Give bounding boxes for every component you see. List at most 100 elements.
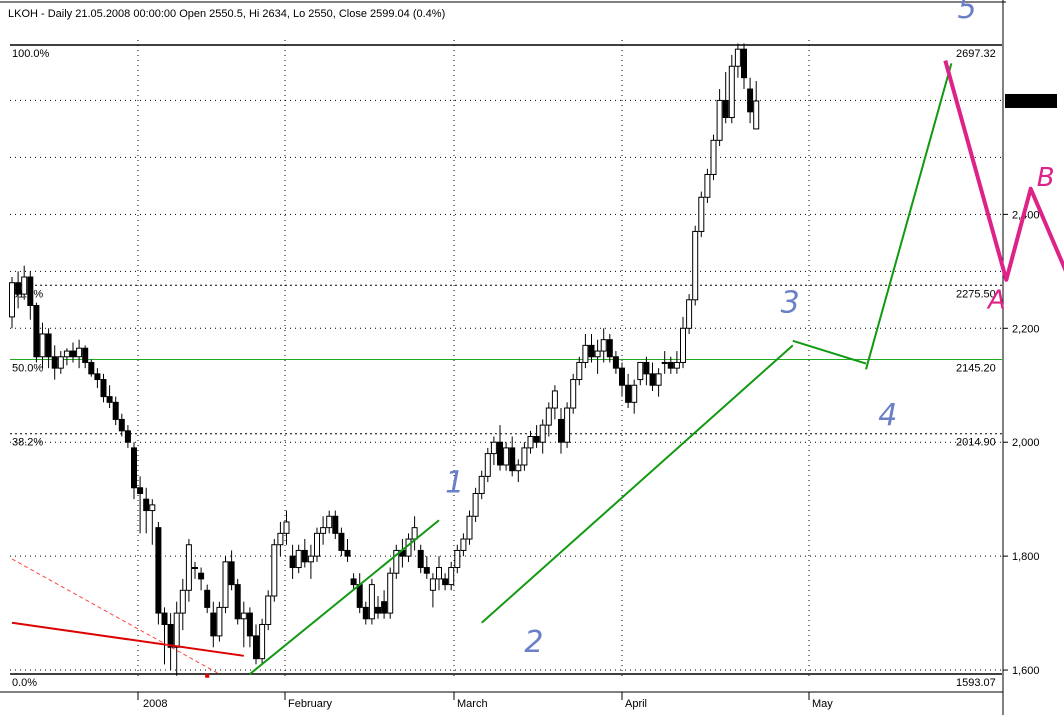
candle-body [381,601,388,614]
chart-header: LKOH - Daily 21.05.2008 00:00:00 Open 25… [8,8,445,20]
candle-body [649,373,656,386]
candle-body [82,347,89,363]
candle-body [131,447,137,489]
candle-body [460,538,467,551]
fib-value-label: 2697.32 [956,48,996,60]
low-marker [205,673,210,678]
candle-body [356,584,363,608]
candle-body [100,379,107,398]
candle-body [625,384,632,403]
candle-body [637,361,644,381]
candle-body [51,356,58,369]
trend-line [11,621,244,657]
wave-annotation: A [986,285,1006,315]
candle-body [741,48,747,79]
y-tick-label: 2,000 [1012,437,1040,449]
candle-body [216,606,223,637]
candle-body [57,356,64,369]
candle-body [167,623,174,648]
candle-body [228,561,235,586]
candle-body [143,498,150,512]
candle-body [222,561,229,608]
candle-body [192,567,198,570]
candle-body [661,361,668,364]
trend-line [11,558,220,675]
candle-body [27,276,34,306]
candle-body [63,350,70,358]
candle-body [619,367,625,386]
candle-body [173,612,180,648]
candle-body [667,361,674,369]
candle-body [753,100,760,130]
wave-annotation: 5 [958,0,977,26]
candle-body [606,339,613,358]
candle-body [283,521,290,534]
candle-body [332,515,339,534]
candle-body [655,373,662,386]
candle-body [472,492,479,517]
candle-body [588,344,595,358]
candle-body [271,544,278,597]
candle-body [375,606,381,614]
candle-body [344,549,351,557]
candle-body [253,635,259,660]
x-tick-label: February [288,698,333,710]
last-price-label: 2,599.04 [1008,96,1051,108]
candle-body [94,373,101,381]
candle-body [118,418,125,432]
candle-body [320,527,327,534]
fib-value-label: 2145.20 [956,362,996,374]
candle-body [515,464,522,472]
candle-body [362,606,369,620]
candle-body [259,623,266,660]
candle-body [454,549,461,569]
candle-body [179,589,186,614]
candle-body [15,282,22,295]
candle-body [612,356,619,369]
wave-annotation: 3 [781,285,800,320]
candle-body [198,572,205,580]
candle-body [338,532,345,551]
candle-body [686,299,693,329]
candle-body [497,441,503,466]
candle-body [722,99,729,119]
candle-body [246,612,253,637]
candle-body [558,418,564,443]
wave-annotation: 1 [445,465,464,500]
trend-line [249,519,440,675]
candle-body [545,407,552,426]
candle-body [387,572,394,614]
fib-pct-label: 0.0% [12,677,37,689]
candle-body [582,344,589,363]
candle-body [76,347,83,358]
candle-body [137,487,144,494]
wave-annotation: 4 [878,398,897,433]
fib-pct-label: 38.2% [12,437,43,449]
candle-body [509,447,516,472]
fib-value-label: 1593.07 [956,677,996,689]
candle-body [161,612,168,625]
candle-body [564,407,571,443]
candle-body [728,65,735,119]
x-tick-label: 2008 [143,698,167,710]
candle-body [692,230,699,301]
candle-body [710,139,717,175]
candle-body [33,304,40,358]
candle-body [39,333,46,358]
candle-body [698,196,705,232]
wave-annotation: B [1037,163,1055,193]
candle-body [204,589,211,608]
candle-body [570,379,577,409]
candle-body [314,532,320,557]
candle-body [594,350,601,358]
candle-body [490,441,497,455]
candle-body [124,430,131,443]
candle-body [265,595,272,625]
trend-line [865,63,953,370]
candle-body [307,555,314,563]
candle-body [527,436,534,449]
candle-body [704,173,711,198]
candle-body [539,424,546,443]
candle-body [88,361,95,375]
